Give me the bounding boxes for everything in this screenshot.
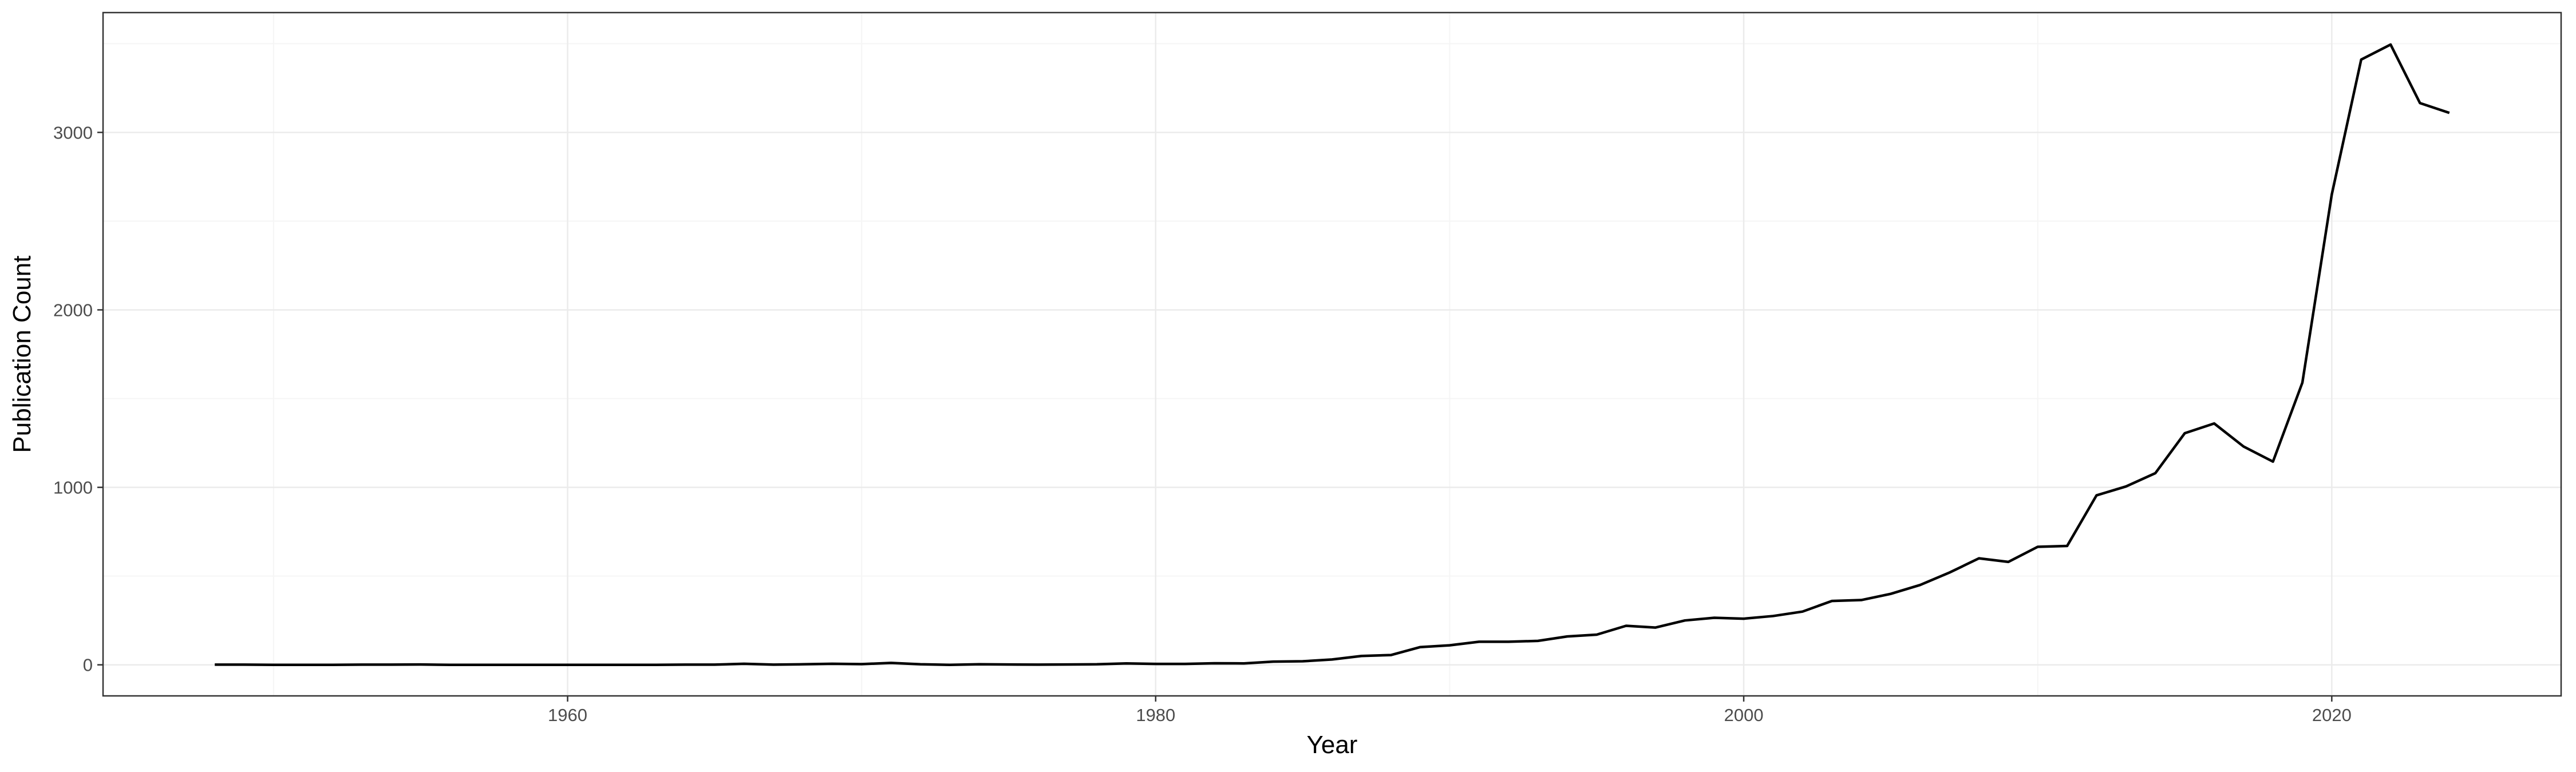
- x-axis-title: Year: [1307, 731, 1358, 759]
- y-tick-label: 0: [83, 655, 93, 675]
- x-tick-label: 2020: [2312, 705, 2352, 725]
- series-line: [215, 43, 2450, 666]
- y-tick-label: 1000: [53, 478, 93, 498]
- x-tick-label: 1960: [548, 705, 587, 725]
- y-tick-label: 2000: [53, 300, 93, 320]
- y-axis-ticks: 0 1000 2000 3000: [53, 122, 103, 675]
- minor-grid: [103, 13, 2561, 696]
- x-tick-label: 2000: [1724, 705, 1764, 725]
- major-grid: [103, 13, 2561, 696]
- panel-border: [102, 11, 2562, 697]
- y-axis-title: Publication Count: [8, 256, 36, 453]
- y-tick-label: 3000: [53, 122, 93, 142]
- x-tick-label: 1980: [1136, 705, 1175, 725]
- x-axis-ticks: 1960 1980 2000 2020: [548, 696, 2352, 725]
